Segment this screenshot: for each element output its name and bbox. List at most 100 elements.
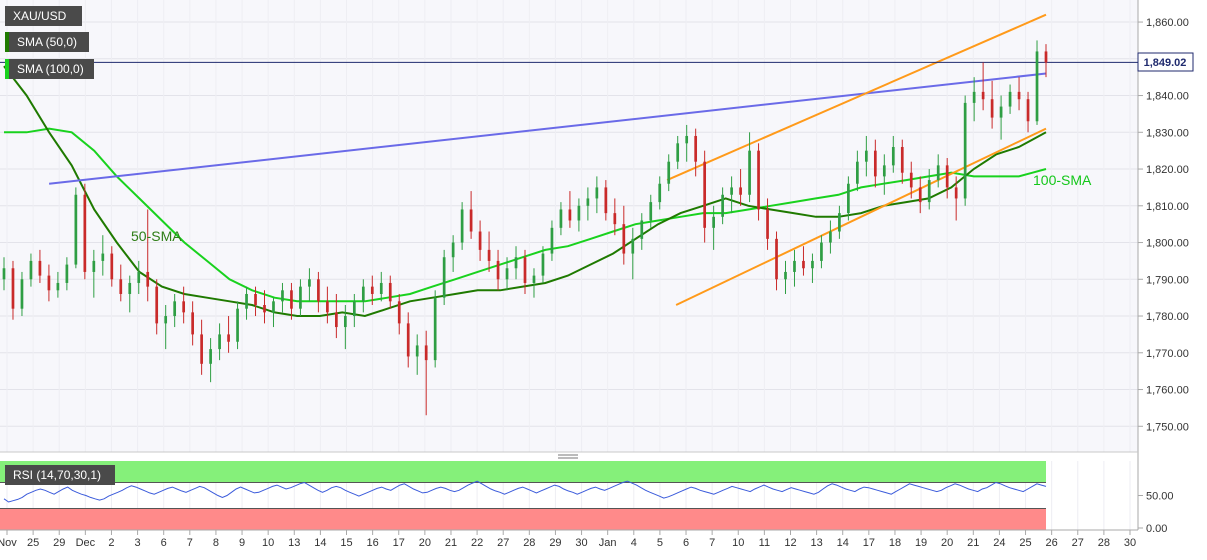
candle-body bbox=[523, 257, 527, 283]
x-tick-label: 10 bbox=[732, 537, 744, 549]
candle-body bbox=[784, 271, 787, 280]
x-tick-label: 26 bbox=[1046, 537, 1058, 549]
candle-body bbox=[775, 238, 778, 280]
candle-body bbox=[550, 227, 554, 254]
candle-body bbox=[658, 183, 662, 203]
y-tick-label: 1,790.00 bbox=[1146, 274, 1189, 286]
candle-body bbox=[406, 323, 410, 357]
candle-body bbox=[873, 150, 877, 177]
y-tick-label: 1,780.00 bbox=[1146, 311, 1189, 323]
y-tick-label: 1,840.00 bbox=[1146, 91, 1189, 103]
candle-body bbox=[11, 268, 15, 309]
legend-xauusd[interactable]: XAU/USD bbox=[5, 6, 82, 26]
candle-body bbox=[505, 268, 509, 280]
candle-body bbox=[263, 305, 266, 313]
candle-body bbox=[532, 275, 536, 283]
candle-body bbox=[802, 260, 805, 269]
candle-body bbox=[595, 187, 599, 199]
x-tick-label: 16 bbox=[367, 537, 379, 549]
candle-body bbox=[20, 279, 24, 309]
rsi-tick-label: 50.00 bbox=[1146, 491, 1174, 503]
x-tick-label: 13 bbox=[810, 537, 822, 549]
candle-body bbox=[451, 242, 455, 258]
candle-body bbox=[685, 135, 689, 144]
candle-body bbox=[137, 271, 141, 283]
candle-body bbox=[308, 279, 311, 287]
candle-body bbox=[936, 165, 940, 181]
rsi-line bbox=[3, 480, 1047, 503]
candle-body bbox=[209, 349, 212, 364]
candle-body bbox=[694, 135, 698, 162]
last-price-value: 1,849.02 bbox=[1144, 57, 1187, 69]
x-tick-label: 4 bbox=[631, 537, 637, 549]
candle-layer bbox=[2, 40, 1048, 416]
rsi-layer bbox=[3, 480, 1047, 503]
candle-body bbox=[433, 297, 437, 361]
trend-line-resistance bbox=[48, 72, 1047, 185]
candle-body bbox=[343, 316, 347, 328]
candle-body bbox=[891, 146, 895, 166]
rsi-tick-label: 0.00 bbox=[1146, 523, 1167, 535]
x-tick-label: 29 bbox=[549, 537, 561, 549]
candle-body bbox=[766, 209, 769, 239]
candle-body bbox=[972, 91, 976, 103]
candle-body bbox=[469, 209, 473, 232]
candle-body bbox=[128, 282, 132, 294]
candle-body bbox=[954, 187, 958, 199]
x-tick-label: 19 bbox=[915, 537, 927, 549]
candle-body bbox=[101, 253, 105, 261]
candle-body bbox=[200, 334, 203, 364]
candle-body bbox=[927, 180, 931, 203]
candle-body bbox=[757, 150, 760, 210]
candle-body bbox=[1008, 91, 1012, 107]
x-tick-label: 30 bbox=[575, 537, 587, 549]
x-tick-label: 30 bbox=[1124, 537, 1136, 549]
panel-resize-handle[interactable] bbox=[558, 454, 578, 459]
candle-body bbox=[65, 264, 69, 283]
candle-body bbox=[676, 143, 680, 162]
candle-body bbox=[182, 301, 186, 313]
candle-body bbox=[290, 290, 293, 309]
candle-body bbox=[236, 308, 239, 342]
trend-line-channel-bottom bbox=[675, 127, 1047, 306]
candle-body bbox=[918, 187, 922, 203]
candle-body bbox=[487, 249, 491, 261]
x-tick-label: 20 bbox=[419, 537, 431, 549]
candle-body bbox=[847, 183, 850, 214]
last-price-tag: 1,849.02 bbox=[1137, 52, 1194, 72]
candle-body bbox=[963, 102, 967, 199]
x-tick-label: 10 bbox=[262, 537, 274, 549]
candle-body bbox=[820, 242, 823, 261]
x-tick-label: 3 bbox=[135, 537, 141, 549]
candle-body bbox=[999, 106, 1003, 118]
x-tick-label: 25 bbox=[1019, 537, 1031, 549]
legend-rsi[interactable]: RSI (14,70,30,1) bbox=[5, 465, 115, 485]
candle-body bbox=[559, 209, 563, 228]
candle-body bbox=[317, 279, 320, 302]
candle-body bbox=[173, 301, 177, 317]
x-tick-label: 13 bbox=[288, 537, 300, 549]
x-tick-label: 17 bbox=[393, 537, 405, 549]
candle-body bbox=[254, 293, 257, 306]
x-tick-label: 18 bbox=[889, 537, 901, 549]
candle-body bbox=[155, 286, 159, 324]
candle-body bbox=[748, 150, 751, 195]
candle-body bbox=[829, 231, 832, 243]
sma100-annotation: 100-SMA bbox=[1033, 172, 1092, 188]
x-tick-label: 6 bbox=[683, 537, 689, 549]
candle-body bbox=[146, 271, 150, 287]
candle-body bbox=[631, 238, 635, 254]
x-tick-label: 5 bbox=[657, 537, 663, 549]
axis-layer: 1,750.00 1,760.00 1,770.00 1,780.00 1,790.00… bbox=[0, 17, 1189, 549]
candle-body bbox=[388, 282, 392, 302]
x-tick-label: 6 bbox=[161, 537, 167, 549]
candle-body bbox=[981, 91, 985, 100]
candle-body bbox=[164, 316, 168, 324]
legend-sma50[interactable]: SMA (50,0) bbox=[5, 32, 89, 52]
legend-sma100[interactable]: SMA (100,0) bbox=[5, 59, 94, 79]
candle-body bbox=[1035, 51, 1039, 122]
x-tick-label: 8 bbox=[213, 537, 219, 549]
candle-body bbox=[326, 301, 329, 313]
